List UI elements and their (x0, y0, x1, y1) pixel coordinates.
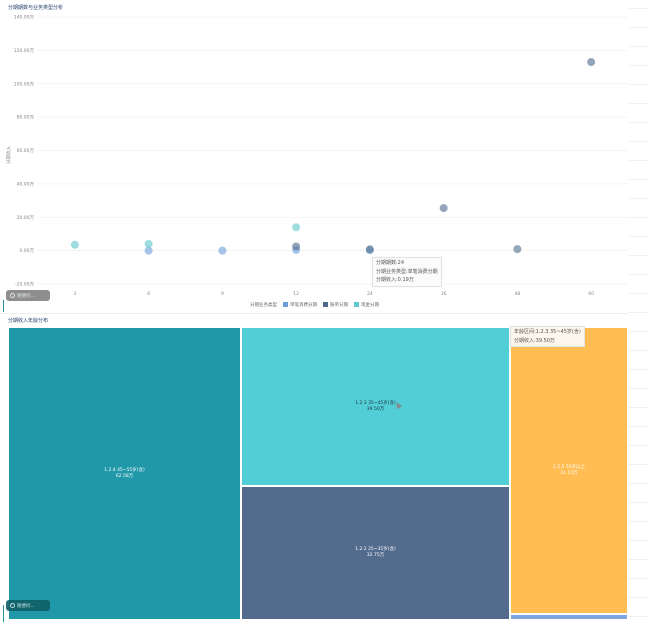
y-tick-label: 120.00万 (14, 48, 35, 54)
scatter-point[interactable] (365, 245, 374, 254)
scatter-x-ticks: 3 6 9 12 24 36 48 60 (73, 291, 594, 297)
edge-grid-line (628, 445, 648, 446)
edge-grid-line (628, 578, 648, 579)
scatter-point[interactable] (70, 240, 79, 249)
legend-item-bill[interactable]: 账单分期 (323, 302, 348, 308)
scatter-ask-button[interactable]: 随便问... (6, 290, 50, 301)
tile-value: 32.75万 (366, 553, 385, 558)
edge-grid-line (628, 312, 648, 313)
scatter-y-ticks: 140.00万 120.00万 100.00万 80.00万 60.00万 40.00万 2… (14, 15, 35, 288)
tile-value: 39.50万 (366, 406, 385, 412)
tile-label: 1.2.3 35~45岁(含) (355, 400, 396, 406)
treemap-ask-button[interactable]: 随便问... (6, 600, 50, 611)
edge-grid-line (628, 293, 648, 294)
scatter-points (70, 58, 596, 255)
edge-grid-line (628, 141, 648, 142)
tile-25-35[interactable]: 1.2.2 25~35岁(含) 32.75万 (241, 486, 510, 620)
legend-title: 分期业务类型 (250, 303, 277, 308)
tooltip-line: 分期收入:39.50万 (514, 337, 555, 344)
edge-grid-line (628, 65, 648, 66)
tooltip-line: 分期期数:24 (376, 260, 405, 266)
x-tick-label: 48 (515, 291, 521, 297)
edge-grid-line (628, 559, 648, 560)
edge-grid-line (628, 483, 648, 484)
edge-grid-line (628, 350, 648, 351)
scatter-point[interactable] (292, 242, 301, 251)
edge-grid-line (628, 255, 648, 256)
x-tick-label: 12 (293, 291, 299, 297)
x-tick-label: 36 (441, 291, 447, 297)
right-edge-grid (628, 0, 648, 622)
tile-55-plus[interactable]: 1.2.5 55岁以上 31.13万 (510, 327, 628, 614)
scatter-point[interactable] (144, 246, 153, 255)
edge-grid-line (628, 369, 648, 370)
edge-grid-line (628, 122, 648, 123)
edge-grid-line (628, 236, 648, 237)
edge-grid-line (628, 616, 648, 617)
x-tick-label: 60 (588, 291, 594, 297)
tooltip-line: 分期业务类型:单笔消费分期 (376, 268, 438, 275)
edge-grid-line (628, 407, 648, 408)
scatter-y-axis-label: 分期收入 (5, 146, 12, 164)
y-tick-label: 0.00万 (19, 248, 34, 254)
scatter-title: 分期期数与业务类型分析 (8, 5, 64, 11)
scatter-tooltip: 分期期数:24 分期业务类型:单笔消费分期 分期收入:0.19万 (372, 257, 442, 287)
edge-grid-line (628, 521, 648, 522)
edge-grid-line (628, 8, 648, 9)
x-tick-label: 24 (367, 291, 373, 297)
edge-grid-line (628, 597, 648, 598)
y-tick-label: 80.00万 (17, 115, 35, 121)
y-tick-label: -20.00万 (15, 282, 35, 288)
treemap-title: 分期收入年龄分布 (8, 318, 49, 324)
edge-grid-line (628, 217, 648, 218)
x-tick-label: 9 (221, 291, 224, 297)
tile-value: 62.58万 (115, 473, 134, 479)
scatter-point[interactable] (439, 204, 448, 213)
legend-item-single[interactable]: 单笔消费分期 (283, 302, 317, 308)
y-tick-label: 40.00万 (17, 181, 35, 187)
legend-item-cash[interactable]: 现金分期 (354, 302, 379, 308)
tile-35-45[interactable]: 1.2.3 35~45岁(含) 39.50万 (241, 327, 510, 486)
chat-icon (10, 293, 15, 298)
chat-icon (10, 603, 15, 608)
edge-grid-line (628, 160, 648, 161)
scatter-chart: 140.00万120.00万100.00万80.00万60.00万40.00万2… (5, 15, 628, 297)
edge-grid-line (628, 46, 648, 47)
scatter-grid (38, 16, 628, 285)
tooltip-line: 分期收入:0.19万 (376, 277, 414, 283)
edge-grid-line (628, 426, 648, 427)
tile-label: 1.2.5 55岁以上 (552, 464, 586, 470)
edge-grid-line (628, 331, 648, 332)
tooltip-line: 年龄区间:1.2.3 35~45岁(含) (514, 329, 581, 335)
tile-value: 31.13万 (560, 470, 578, 476)
tile-45-55[interactable]: 1.2.4 45~55岁(含) 62.58万 (8, 327, 241, 620)
edge-grid-line (628, 274, 648, 275)
y-tick-label: 60.00万 (17, 148, 35, 154)
scatter-point[interactable] (218, 246, 227, 255)
scatter-point[interactable] (292, 223, 301, 232)
edge-grid-line (628, 84, 648, 85)
tile-small[interactable] (510, 614, 628, 620)
x-tick-label: 3 (73, 291, 76, 297)
tile-label: 1.2.2 25~35岁(含) (355, 547, 396, 552)
edge-grid-line (628, 198, 648, 199)
scatter-legend[interactable]: 分期业务类型 单笔消费分期 账单分期 现金分期 (250, 302, 379, 308)
treemap-chart: 1.2.4 45~55岁(含) 62.58万 1.2.3 35~45岁(含) 3… (8, 327, 628, 620)
edge-grid-line (628, 27, 648, 28)
y-tick-label: 100.00万 (14, 81, 35, 87)
edge-grid-line (628, 388, 648, 389)
x-tick-label: 6 (147, 291, 150, 297)
edge-grid-line (628, 179, 648, 180)
scatter-point[interactable] (587, 58, 596, 67)
y-tick-label: 140.00万 (14, 15, 35, 21)
edge-grid-line (628, 464, 648, 465)
y-tick-label: 20.00万 (17, 215, 35, 221)
scatter-point[interactable] (513, 245, 522, 254)
treemap-tooltip: 年龄区间:1.2.3 35~45岁(含) 分期收入:39.50万 (510, 326, 585, 347)
edge-grid-line (628, 540, 648, 541)
scatter-point[interactable] (144, 239, 153, 248)
tile-label: 1.2.4 45~55岁(含) (104, 467, 145, 473)
edge-grid-line (628, 502, 648, 503)
edge-grid-line (628, 103, 648, 104)
